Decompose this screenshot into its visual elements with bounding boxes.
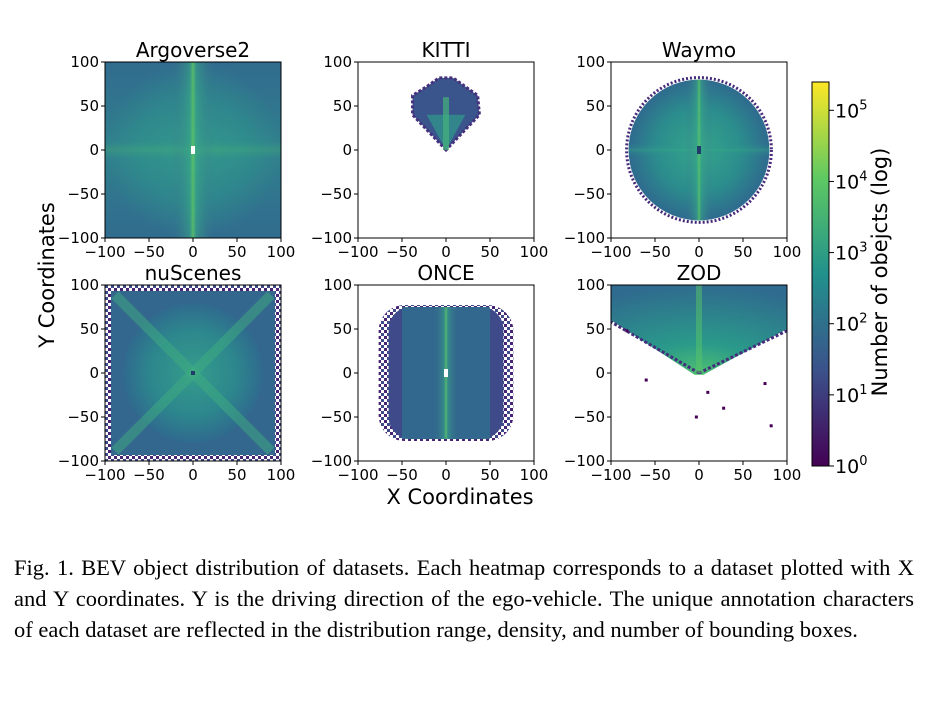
outlier-cell bbox=[644, 378, 648, 382]
y-tick-label: −100 bbox=[564, 452, 605, 470]
heatmap-nuscenes: nuScenes −100 −50 0 50 100 100 50 0 −50 −100 bbox=[58, 261, 296, 484]
colorbar-tick-label: 105 bbox=[835, 98, 867, 122]
y-tick-label: −100 bbox=[564, 229, 605, 247]
outlier-cell bbox=[763, 382, 767, 386]
y-tick-label: 50 bbox=[80, 320, 99, 338]
x-tick-label: −100 bbox=[590, 466, 631, 484]
y-tick-label: 0 bbox=[89, 141, 99, 159]
colorbar-tick-label: 102 bbox=[835, 312, 867, 336]
outlier-cell bbox=[706, 390, 710, 394]
y-tick-label: 50 bbox=[586, 97, 605, 115]
x-tick-label: 0 bbox=[188, 466, 198, 484]
x-tick-label: −100 bbox=[337, 243, 378, 261]
y-tick-label: −50 bbox=[320, 408, 352, 426]
heatmap-nuscenes-cells bbox=[105, 285, 281, 461]
heatmap-kitti: KITTI −100 −50 0 50 100 100 50 0 −50 −100 bbox=[311, 38, 549, 261]
outlier-cell bbox=[769, 424, 773, 428]
x-tick-label: −100 bbox=[84, 466, 125, 484]
y-tick-label: 100 bbox=[323, 53, 352, 71]
colorbar-tick-label: 100 bbox=[835, 454, 867, 478]
y-axis-label: Y Coordinates bbox=[35, 202, 59, 349]
panel-title-zod: ZOD bbox=[677, 261, 722, 285]
heatmap-zod-cells bbox=[611, 285, 787, 428]
outlier-cell bbox=[694, 415, 698, 419]
heatmap-waymo-cells bbox=[625, 76, 773, 224]
x-tick-label: 50 bbox=[480, 466, 499, 484]
y-tick-label: 0 bbox=[595, 141, 605, 159]
x-tick-label: −100 bbox=[590, 243, 631, 261]
y-tick-label: −50 bbox=[320, 185, 352, 203]
y-tick-label: 100 bbox=[70, 276, 99, 294]
x-axis-label: X Coordinates bbox=[386, 485, 533, 509]
x-tick-label: 50 bbox=[480, 243, 499, 261]
x-tick-label: 50 bbox=[227, 466, 246, 484]
x-tick-label: −100 bbox=[337, 466, 378, 484]
x-tick-label: 100 bbox=[520, 243, 549, 261]
y-tick-label: −50 bbox=[573, 185, 605, 203]
x-tick-label: −50 bbox=[133, 243, 165, 261]
colorbar: 100 101 102 103 104 105 Number of obejcts (lo… bbox=[811, 81, 892, 478]
heatmap-kitti-cells bbox=[411, 76, 481, 153]
heatmap-waymo: Waymo −100 −50 0 50 100 100 50 0 −50 −100 bbox=[564, 38, 802, 261]
x-tick-label: 0 bbox=[441, 466, 451, 484]
y-tick-label: 100 bbox=[576, 53, 605, 71]
heatmap-panels: Argoverse2−100 −50 0 50 100100500−50−100KITT… bbox=[58, 38, 802, 484]
colorbar-label: Number of obejcts (log) bbox=[868, 148, 892, 397]
panel-title-waymo: Waymo bbox=[662, 38, 736, 62]
y-tick-label: 100 bbox=[323, 276, 352, 294]
y-tick-label: 0 bbox=[595, 364, 605, 382]
panel-title-nuscenes: nuScenes bbox=[145, 261, 242, 285]
heatmap-once-cells bbox=[378, 305, 514, 441]
y-tick-label: 0 bbox=[89, 364, 99, 382]
panel-title-once: ONCE bbox=[417, 261, 474, 285]
colorbar-tick-label: 103 bbox=[835, 241, 867, 265]
x-tick-label: −50 bbox=[133, 466, 165, 484]
x-tick-label: 0 bbox=[694, 466, 704, 484]
x-tick-label: 100 bbox=[267, 243, 296, 261]
y-tick-label: −100 bbox=[311, 229, 352, 247]
colorbar-gradient bbox=[811, 81, 830, 467]
y-tick-label: 100 bbox=[70, 53, 99, 71]
x-tick-label: −50 bbox=[639, 466, 671, 484]
x-tick-label: −50 bbox=[386, 466, 418, 484]
x-tick-label: 50 bbox=[733, 243, 752, 261]
figure-caption: Fig. 1. BEV object distribution of datas… bbox=[14, 555, 914, 642]
y-tick-label: −50 bbox=[573, 408, 605, 426]
y-tick-label: −100 bbox=[58, 452, 99, 470]
x-tick-label: 100 bbox=[520, 466, 549, 484]
y-tick-label: 50 bbox=[333, 320, 352, 338]
y-tick-label: −50 bbox=[67, 408, 99, 426]
x-tick-label: 0 bbox=[441, 243, 451, 261]
y-tick-label: 50 bbox=[80, 97, 99, 115]
y-tick-label: 50 bbox=[586, 320, 605, 338]
x-tick-label: 0 bbox=[694, 243, 704, 261]
y-tick-label: 0 bbox=[342, 141, 352, 159]
colorbar-tick-label: 104 bbox=[835, 169, 867, 193]
colorbar-tick-label: 101 bbox=[835, 383, 867, 407]
x-tick-label: 0 bbox=[188, 243, 198, 261]
y-tick-label: −50 bbox=[67, 185, 99, 203]
heatmap-once: ONCE −100 −50 0 50 100 100 50 0 −50 −100 bbox=[311, 261, 549, 484]
heatmap-zod: ZOD −100 −50 0 50 100 100 50 0 −50 −100 bbox=[564, 261, 802, 484]
x-tick-label: −50 bbox=[639, 243, 671, 261]
x-tick-label: 100 bbox=[773, 243, 802, 261]
outlier-cell bbox=[722, 406, 726, 410]
figure-canvas: Argoverse2−100 −50 0 50 100100500−50−100KITT… bbox=[35, 38, 892, 509]
y-tick-label: −100 bbox=[311, 452, 352, 470]
x-tick-label: 100 bbox=[773, 466, 802, 484]
panel-title-argoverse2: Argoverse2 bbox=[136, 38, 250, 62]
panel-title-kitti: KITTI bbox=[422, 38, 471, 62]
x-tick-label: 50 bbox=[227, 243, 246, 261]
heatmap-argoverse2: Argoverse2 −100 −50 0 50 100 100 50 0 −50 −100 bbox=[58, 38, 296, 261]
outlier-cell bbox=[625, 329, 629, 333]
x-tick-label: 100 bbox=[267, 466, 296, 484]
y-tick-label: 0 bbox=[342, 364, 352, 382]
x-tick-label: −50 bbox=[386, 243, 418, 261]
heatmap-argoverse2-cells bbox=[105, 62, 281, 238]
y-tick-label: −100 bbox=[58, 229, 99, 247]
x-tick-label: −100 bbox=[84, 243, 125, 261]
x-tick-label: 50 bbox=[733, 466, 752, 484]
y-tick-label: 100 bbox=[576, 276, 605, 294]
y-tick-label: 50 bbox=[333, 97, 352, 115]
